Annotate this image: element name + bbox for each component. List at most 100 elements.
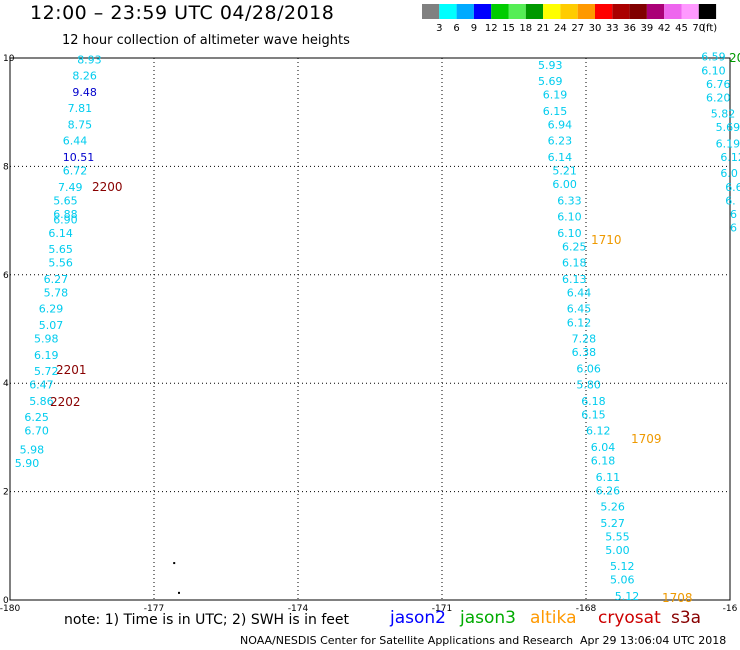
wave-height-value: 6.94: [548, 118, 573, 131]
note-text: note: 1) Time is in UTC; 2) SWH is in fe…: [64, 612, 350, 628]
footer-timestamp: Apr 29 13:06:04 UTC 2018: [580, 634, 727, 647]
legend-swatch: [560, 4, 578, 19]
wave-height-value: 5.78: [44, 286, 69, 299]
wave-height-value: 7.49: [58, 181, 83, 194]
y-tick-label: 8: [3, 162, 9, 172]
wave-height-value: 6.15: [581, 408, 606, 421]
time-label: 1708: [662, 591, 693, 605]
legend-label: 21: [537, 23, 550, 34]
legend-label: 3: [436, 23, 442, 34]
map-dot: [178, 591, 180, 594]
wave-height-value: 6: [730, 208, 737, 221]
wave-height-value: 6.6: [725, 181, 740, 194]
legend-swatch: [612, 4, 630, 19]
wave-height-value: 5.98: [20, 444, 44, 457]
y-tick-label: 2: [3, 488, 9, 498]
legend-label: 9: [471, 23, 477, 34]
wave-height-value: 5.72: [34, 365, 59, 378]
time-label: 2201: [56, 363, 87, 377]
wave-height-value: 5.80: [576, 379, 601, 392]
legend-label: 18: [519, 23, 532, 34]
wave-height-value: 6.26: [596, 484, 621, 497]
wave-height-value: 5.56: [48, 257, 73, 270]
legend-label: 39: [641, 23, 654, 34]
wave-height-value: 6.38: [572, 346, 597, 359]
wave-height-value: 5.06: [610, 574, 635, 587]
satellite-cryosat: cryosat: [598, 608, 661, 628]
time-label: 1709: [631, 432, 662, 446]
wave-height-value: 6.10: [557, 211, 582, 224]
legend-label: 42: [658, 23, 671, 34]
wave-height-value: 6.19: [34, 349, 59, 362]
page-subtitle: 12 hour collection of altimeter wave hei…: [62, 33, 350, 48]
wave-height-value: 6.44: [63, 135, 88, 148]
wave-height-value: 6.15: [543, 105, 568, 118]
map-frame: [9, 57, 731, 601]
legend-swatch: [473, 4, 492, 19]
wave-height-value: 5.27: [600, 517, 625, 530]
legend-swatch: [664, 4, 682, 19]
wave-height-value: 6.18: [591, 455, 616, 468]
wave-height-value: 5.12: [615, 590, 640, 603]
y-tick-label: 4: [3, 379, 9, 389]
y-tick-label: 0: [3, 596, 9, 606]
wave-height-value: 6.12: [586, 425, 611, 438]
wave-height-value: 6.00: [552, 178, 577, 191]
wave-height-value: 10.51: [63, 151, 95, 164]
wave-height-value: 8.93: [77, 53, 102, 66]
legend-swatch: [525, 4, 544, 19]
wave-height-value: 8.26: [72, 70, 97, 83]
satellite-jason3: jason3: [460, 608, 516, 628]
wave-height-value: 6.04: [591, 441, 616, 454]
wave-height-value: 5.69: [716, 121, 740, 134]
legend-label: 33: [606, 23, 619, 34]
legend-swatch: [577, 4, 595, 19]
wave-height-value: 7.28: [572, 333, 597, 346]
legend-swatch: [595, 4, 613, 19]
wave-height-value: 6.25: [24, 411, 49, 424]
wave-height-value: 6.59: [701, 51, 726, 64]
legend-label: 27: [571, 23, 584, 34]
satellite-s3a: s3a: [671, 608, 702, 628]
wave-height-value: 6.70: [24, 425, 49, 438]
time-label: 1710: [591, 233, 622, 247]
wave-height-value: 5.26: [600, 501, 625, 514]
legend-swatch: [681, 4, 699, 19]
wave-height-value: 6.12: [720, 151, 740, 164]
wave-height-value: 6.06: [576, 362, 601, 375]
satellite-altika: altika: [530, 608, 577, 628]
wave-height-value: 5.90: [15, 457, 40, 470]
legend-swatch: [646, 4, 665, 19]
legend-label: 15: [502, 23, 515, 34]
wave-height-value: 6.10: [701, 64, 726, 77]
legend-swatch: [491, 4, 509, 19]
x-tick-label: -168: [576, 604, 597, 614]
wave-height-value: 6.72: [63, 165, 88, 178]
wave-height-value: 5.07: [39, 319, 64, 332]
wave-height-value: 6.10: [557, 227, 582, 240]
wave-height-value: 5.93: [538, 59, 563, 72]
wave-height-value: 6.: [725, 194, 736, 207]
wave-height-value: 6.14: [48, 227, 73, 240]
time-label: 2200: [92, 180, 123, 194]
wave-height-value: 6.88: [53, 208, 77, 221]
legend-label: 6: [453, 23, 459, 34]
wave-height-value: 5.12: [610, 560, 635, 573]
wave-height-value: 5.82: [711, 108, 736, 121]
wave-height-value: 6.23: [548, 135, 573, 148]
legend-label: 36: [623, 23, 636, 34]
wave-height-value: 5.65: [48, 243, 73, 256]
wave-height-value: 6.14: [548, 151, 573, 164]
wave-height-value: 8.75: [68, 118, 93, 131]
wave-height-value: 9.48: [72, 86, 97, 99]
wave-height-value: 5.21: [552, 165, 577, 178]
wave-height-value: 6.90: [53, 213, 77, 226]
legend-label: 12: [485, 23, 498, 34]
wave-height-value: 6.45: [567, 303, 592, 316]
wave-height-value: 6.12: [567, 316, 592, 329]
legend-label: 24: [554, 23, 567, 34]
color-legend: 3 6 9 12 15 18 21 24 27 30 33 36 39 42 45 70(ft): [422, 4, 717, 34]
wave-height-value: 6: [730, 221, 737, 234]
legend-swatch: [439, 4, 457, 19]
